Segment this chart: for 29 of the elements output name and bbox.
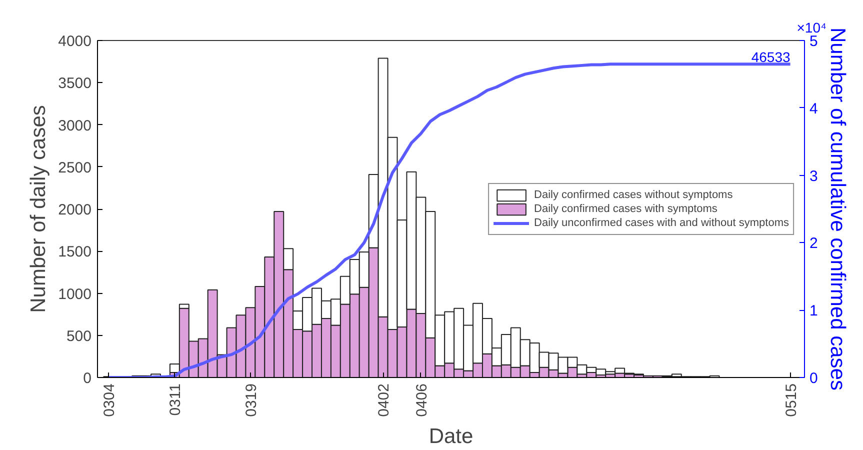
y2-tick-label: 0 <box>810 370 818 387</box>
y2-tick-label: 3 <box>810 168 818 185</box>
y2-tick-label: 2 <box>810 235 818 252</box>
y-tick-label: 1000 <box>58 286 92 303</box>
legend-label: Daily confirmed cases with symptoms <box>534 202 718 216</box>
text: ×10⁴ <box>796 20 826 36</box>
x-tick-label: 0304 <box>100 383 118 417</box>
y-tick-label: 4000 <box>58 33 92 50</box>
x-tick-label: 0406 <box>413 383 430 417</box>
annotation: 46533 <box>751 49 791 66</box>
legend-label: Daily confirmed cases without symptoms <box>534 188 733 202</box>
legend-label: Daily unconfirmed cases with and without symptoms <box>534 216 789 230</box>
y-tick-label: 2500 <box>58 159 92 176</box>
x-tick-label: 0515 <box>782 383 800 417</box>
y2-tick-label: 1 <box>810 302 818 320</box>
x-axis-title: Date <box>428 424 474 448</box>
y-tick-label: 500 <box>66 328 92 345</box>
y-tick-label: 3000 <box>58 117 92 134</box>
x-tick-label: 0402 <box>376 383 393 417</box>
x-tick-label: 0311 <box>167 383 184 416</box>
x-tick-label: 0319 <box>242 383 260 417</box>
y-tick-label: 3500 <box>58 75 92 92</box>
y-tick-label: 1500 <box>58 244 92 261</box>
y2-tick-label: 4 <box>810 100 818 118</box>
y-tick-label: 2000 <box>58 202 92 218</box>
y2-axis-title: Number of cumulative confirmed cases <box>826 28 849 390</box>
y-tick-label: 0 <box>83 370 92 387</box>
y-axis-title: Number of daily cases <box>27 105 50 313</box>
y2-tick-label: 5 <box>810 33 818 50</box>
